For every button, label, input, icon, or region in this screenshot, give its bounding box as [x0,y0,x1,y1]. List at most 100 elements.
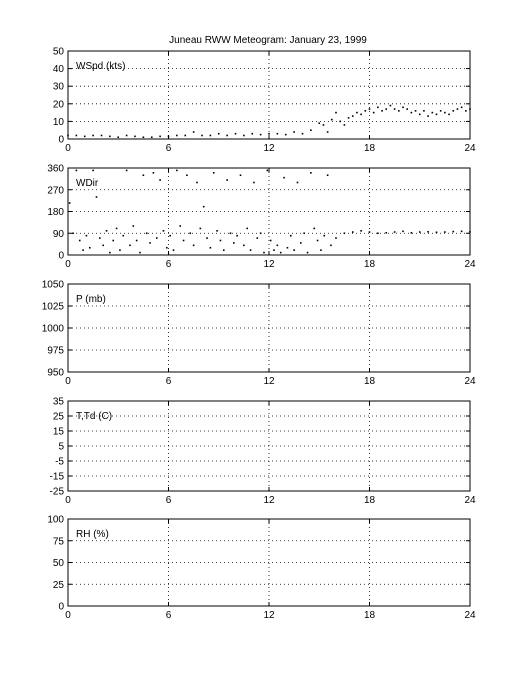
data-point [135,239,138,242]
data-point [410,231,413,234]
y-tick-label: 50 [53,47,65,58]
panel-5: 0 6 12 18 24 0 25 50 75 100 RH (%) [47,515,476,622]
data-point [125,169,128,172]
data-point [243,134,245,137]
y-tick-label: 1050 [42,280,65,291]
data-point [402,230,404,233]
data-point [68,202,71,204]
data-point [460,230,463,233]
data-point [368,231,371,233]
data-point [456,108,459,110]
data-point [88,246,91,249]
data-point [418,113,421,116]
data-point [276,244,279,247]
data-point [105,230,108,232]
panel-label: WDir [76,178,99,189]
data-point [256,237,259,239]
x-tick-label: 24 [464,495,476,506]
data-point [356,111,358,114]
x-tick-label: 24 [464,259,476,270]
data-point [360,230,362,232]
panel-label: T,Td (C) [76,411,112,422]
x-tick-label: 12 [263,376,275,387]
data-point [393,231,396,233]
x-tick-label: 24 [464,376,476,387]
data-point [145,232,148,235]
data-point [176,134,178,137]
data-point [318,122,321,124]
y-tick-label: 0 [58,251,64,262]
data-point [216,230,218,232]
data-point [75,169,78,172]
data-point [206,237,208,239]
data-point [452,230,455,233]
data-point [431,111,434,114]
y-tick-label: 975 [47,346,64,357]
data-point [448,113,450,116]
x-tick-label: 6 [166,376,172,387]
data-point [259,232,262,235]
data-point [279,251,282,254]
x-tick-label: 12 [263,495,275,506]
data-point [117,136,120,139]
data-point [226,179,228,181]
x-tick-label: 18 [364,610,376,621]
y-tick-label: 40 [53,64,65,75]
data-point [323,234,326,237]
data-point [253,181,255,184]
y-tick-label: 180 [47,207,64,218]
data-point [166,246,168,249]
panel-label: RH (%) [76,529,109,540]
data-point [119,249,121,251]
y-tick-label: 1025 [42,302,65,313]
data-point [189,232,192,235]
data-point [212,172,215,174]
data-point [293,249,295,251]
x-tick-label: 18 [364,376,376,387]
data-point [102,244,104,247]
data-point [222,249,225,251]
data-point [234,132,237,135]
data-point [109,251,111,254]
data-point [100,134,103,137]
data-point [427,115,429,117]
data-point [159,179,161,181]
data-point [186,174,188,177]
y-tick-label: -25 [50,487,65,498]
data-point [398,110,400,112]
data-point [132,225,135,227]
data-point [192,244,195,247]
y-tick-label: 20 [53,99,65,110]
x-tick-label: 6 [166,495,172,506]
data-point [249,249,252,251]
data-point [72,232,74,235]
data-point [85,234,88,237]
data-point [406,108,408,110]
data-point [229,232,232,235]
data-point [239,174,242,177]
y-tick-label: 270 [47,185,64,196]
data-point [172,249,175,251]
y-tick-label: 35 [53,397,65,408]
data-point [217,132,220,135]
data-point [233,242,235,244]
data-point [162,230,165,232]
data-point [226,134,228,137]
panel-2: 0 6 12 18 24 0 90 180 270 360 WDir [47,164,476,271]
data-point [236,234,238,237]
y-tick-label: 15 [53,427,65,438]
chart-title: Juneau RWW Meteogram: January 23, 1999 [169,35,367,46]
data-point [389,104,392,107]
data-point [83,135,86,138]
data-point [92,134,94,137]
data-point [109,135,111,138]
data-point [182,239,185,242]
data-point [139,251,141,254]
x-tick-label: 12 [263,259,275,270]
x-tick-label: 12 [263,143,275,154]
data-point [427,231,429,233]
data-point [435,113,438,116]
data-point [184,134,187,137]
data-point [122,234,125,237]
data-point [452,110,455,112]
